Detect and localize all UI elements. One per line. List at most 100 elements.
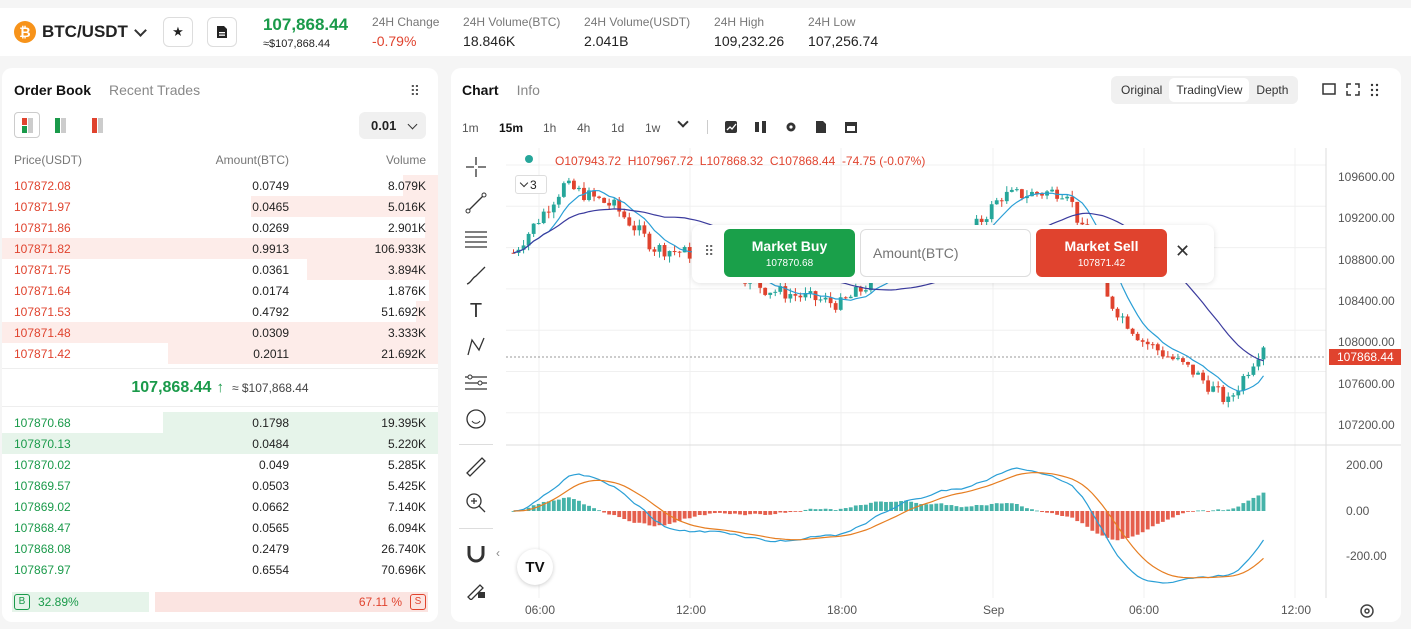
ohlc-low: L107868.32 xyxy=(699,154,764,168)
candle xyxy=(521,245,526,250)
window-controls xyxy=(1322,83,1379,97)
row-price: 107872.08 xyxy=(14,179,71,193)
tf-1h[interactable]: 1h xyxy=(543,121,557,135)
tf-1d[interactable]: 1d xyxy=(611,121,625,135)
tf-1w[interactable]: 1w xyxy=(645,121,661,135)
tf-4h[interactable]: 4h xyxy=(577,121,591,135)
row-volume: 19.395K xyxy=(381,416,426,430)
macd-histogram-bar xyxy=(1014,503,1019,511)
ask-row[interactable]: 107871.42 0.2011 21.692K xyxy=(2,343,438,364)
bid-row[interactable]: 107868.08 0.2479 26.740K xyxy=(2,538,438,559)
magnet-icon[interactable] xyxy=(463,540,489,566)
row-volume: 5.220K xyxy=(387,437,426,451)
ruler-icon[interactable] xyxy=(463,454,489,480)
trendline-icon[interactable] xyxy=(463,190,489,216)
fib-icon[interactable] xyxy=(463,370,489,396)
crosshair-icon[interactable] xyxy=(463,154,489,180)
view-original[interactable]: Original xyxy=(1121,83,1163,97)
layout-bids-icon[interactable] xyxy=(55,118,60,133)
bid-row[interactable]: 107867.97 0.6554 70.696K xyxy=(2,559,438,580)
document-button[interactable] xyxy=(206,17,237,47)
market-buy-button[interactable]: Market Buy 107870.68 xyxy=(724,229,855,277)
tf-1m[interactable]: 1m xyxy=(462,121,479,135)
bid-row[interactable]: 107869.02 0.0662 7.140K xyxy=(2,496,438,517)
close-icon[interactable]: ✕ xyxy=(1175,241,1191,261)
indicator-toggle[interactable]: 3 xyxy=(515,175,547,194)
layout-both-button[interactable] xyxy=(14,112,40,138)
calendar-icon[interactable] xyxy=(845,122,857,133)
ask-row[interactable]: 107872.08 0.0749 8.079K xyxy=(2,175,438,196)
depth-bar xyxy=(163,412,438,433)
row-price: 107871.82 xyxy=(14,242,71,256)
layout-asks-icon[interactable] xyxy=(92,118,97,133)
ask-row[interactable]: 107871.48 0.0309 3.333K xyxy=(2,322,438,343)
ask-row[interactable]: 107871.75 0.0361 3.894K xyxy=(2,259,438,280)
fullscreen-icon[interactable] xyxy=(1346,83,1360,96)
favorite-button[interactable]: ★ xyxy=(162,17,193,47)
bid-row[interactable]: 107868.47 0.0565 6.094K xyxy=(2,517,438,538)
tab-chart[interactable]: Chart xyxy=(462,82,499,98)
market-sell-button[interactable]: Market Sell 107871.42 xyxy=(1036,229,1167,277)
lock-drawing-icon[interactable] xyxy=(463,576,489,602)
drag-handle-icon[interactable]: ⠿ xyxy=(704,243,715,259)
macd-histogram-bar xyxy=(969,506,974,511)
chevron-down-icon[interactable] xyxy=(677,116,689,128)
row-amount: 0.0465 xyxy=(252,200,289,214)
precision-select[interactable]: 0.01 xyxy=(359,112,426,139)
ask-row[interactable]: 107871.64 0.0174 1.876K xyxy=(2,280,438,301)
view-tradingview[interactable]: TradingView xyxy=(1169,78,1250,102)
candle xyxy=(566,180,571,184)
horizontal-lines-icon[interactable] xyxy=(463,226,489,252)
tab-recent-trades[interactable]: Recent Trades xyxy=(109,82,201,98)
macd-histogram-bar xyxy=(1261,492,1266,511)
macd-histogram-bar xyxy=(778,511,783,513)
zoom-in-icon[interactable] xyxy=(463,490,489,516)
macd-histogram-bar xyxy=(939,503,944,511)
template-icon[interactable] xyxy=(816,121,826,133)
candle xyxy=(974,218,979,231)
collapse-toolbar-icon[interactable]: ‹ xyxy=(496,546,500,560)
amount-input[interactable] xyxy=(860,229,1031,277)
ask-row[interactable]: 107871.82 0.9913 106.933K xyxy=(2,238,438,259)
window-icon[interactable] xyxy=(1322,83,1336,95)
macd-histogram-bar xyxy=(959,507,964,511)
macd-histogram-bar xyxy=(597,510,601,512)
ask-row[interactable]: 107871.97 0.0465 5.016K xyxy=(2,196,438,217)
more-icon[interactable] xyxy=(1370,83,1379,97)
pair-selector[interactable]: BTC/USDT xyxy=(42,22,128,41)
macd-histogram-bar xyxy=(1130,511,1135,537)
emoji-icon[interactable] xyxy=(463,406,489,432)
ask-row[interactable]: 107871.86 0.0269 2.901K xyxy=(2,217,438,238)
bid-row[interactable]: 107869.57 0.0503 5.425K xyxy=(2,475,438,496)
bid-row[interactable]: 107870.13 0.0484 5.220K xyxy=(2,433,438,454)
settings-icon[interactable] xyxy=(1359,603,1375,619)
macd-histogram-bar xyxy=(672,511,677,523)
chevron-down-icon[interactable] xyxy=(134,23,147,37)
pattern-icon[interactable] xyxy=(463,334,489,360)
macd-histogram-bar xyxy=(697,511,702,515)
macd-histogram-bar xyxy=(1231,508,1236,511)
macd-histogram-bar xyxy=(1226,509,1231,511)
view-depth[interactable]: Depth xyxy=(1256,83,1289,97)
more-icon[interactable]: ⠿ xyxy=(409,83,420,99)
quick-trade-bar: ⠿ Market Buy 107870.68 Market Sell 10787… xyxy=(692,225,1214,283)
bid-row[interactable]: 107870.02 0.049 5.285K xyxy=(2,454,438,475)
price-chart[interactable] xyxy=(506,148,1401,622)
tab-order-book[interactable]: Order Book xyxy=(14,82,92,98)
stat-item: 24H Volume(USDT) 2.041B xyxy=(584,15,714,49)
indicator-icon[interactable] xyxy=(725,121,737,133)
macd-histogram-bar xyxy=(1040,511,1044,513)
bid-row[interactable]: 107870.68 0.1798 19.395K xyxy=(2,412,438,433)
ask-row[interactable]: 107871.53 0.4792 51.692K xyxy=(2,301,438,322)
macd-histogram-bar xyxy=(899,501,903,511)
macd-histogram-bar xyxy=(1135,511,1140,535)
stat-item: 24H High 109,232.26 xyxy=(714,15,808,49)
tab-info[interactable]: Info xyxy=(516,82,540,98)
brush-icon[interactable] xyxy=(463,262,489,288)
tf-15m[interactable]: 15m xyxy=(499,121,524,135)
candle-type-icon[interactable] xyxy=(755,121,766,133)
macd-histogram-bar xyxy=(828,509,833,511)
text-tool-icon[interactable]: T xyxy=(469,299,483,322)
macd-histogram-bar xyxy=(1196,510,1200,512)
settings-icon[interactable] xyxy=(786,122,796,132)
